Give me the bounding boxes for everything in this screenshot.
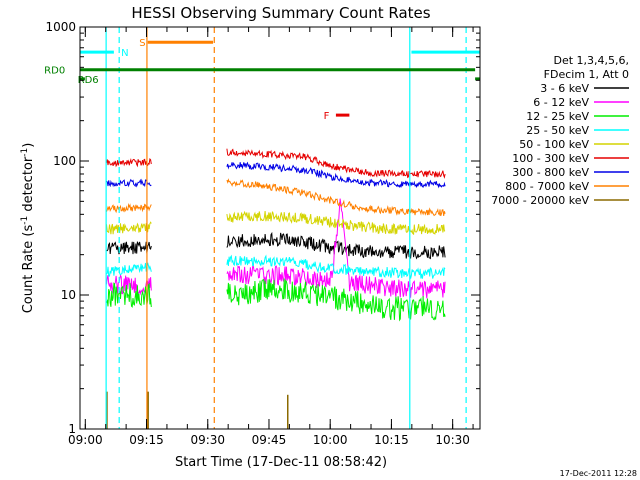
marker-layer (105, 27, 467, 429)
axis-layer: 1 10 100 1000 09:00 09:15 09:30 09:45 10:00 10:15… (45, 20, 480, 447)
series-3-6-kev (106, 231, 446, 260)
series-line-800-7000-kev-seg2 (226, 178, 446, 217)
series-12-25-kev (106, 278, 446, 322)
series-line-300-800-kev-seg2 (226, 161, 446, 189)
y-tick-label-10: 10 (61, 288, 76, 302)
flag-label-f: F (324, 111, 330, 122)
chart-title: HESSI Observing Summary Count Rates (131, 4, 430, 22)
x-tick-label-09-15: 09:15 (129, 433, 164, 447)
series-800-7000-kev (106, 178, 446, 217)
y-tick-label-100: 100 (53, 154, 76, 168)
legend-label-12-25-kev: 12 - 25 keV (526, 110, 589, 123)
legend-header-2: FDecim 1, Att 0 (544, 68, 629, 81)
legend-label-3-6-kev: 3 - 6 keV (540, 82, 589, 95)
x-tick-label-10-00: 10:00 (313, 433, 348, 447)
legend-label-7000-20000-kev: 7000 - 20000 keV (491, 194, 589, 207)
y-axis-label: Count Rate (s-1 detector-1) (20, 143, 36, 314)
series-25-50-kev (106, 254, 446, 279)
flag-label-s: S (139, 38, 145, 49)
series-line-100-300-kev-seg1 (106, 157, 152, 168)
legend-label-300-800-kev: 300 - 800 keV (512, 166, 589, 179)
series-line-800-7000-kev-seg1 (106, 202, 152, 214)
legend-label-100-300-kev: 100 - 300 keV (512, 152, 589, 165)
series-line-6-12-kev-seg2 (226, 198, 446, 299)
series-100-300-kev (106, 148, 446, 179)
series-300-800-kev (106, 161, 446, 189)
series-line-50-100-kev-seg2 (226, 210, 446, 236)
legend-label-25-50-kev: 25 - 50 keV (526, 124, 589, 137)
y-tick-label-1000: 1000 (45, 20, 76, 34)
series-line-100-300-kev-seg2 (226, 148, 446, 179)
y-tick-label-1: 1 (68, 422, 76, 436)
series-line-12-25-kev-seg2 (226, 278, 446, 322)
series-line-12-25-kev-seg1 (106, 282, 152, 308)
x-tick-label-09-45: 09:45 (252, 433, 287, 447)
series-7000-20000-kev (106, 391, 446, 429)
series-line-3-6-kev-seg1 (106, 241, 152, 255)
x-tick-label-10-15: 10:15 (374, 433, 409, 447)
x-tick-label-10-30: 10:30 (435, 433, 470, 447)
series-line-300-800-kev-seg1 (106, 178, 152, 188)
legend-label-50-100-kev: 50 - 100 keV (519, 138, 589, 151)
x-tick-label-09-30: 09:30 (190, 433, 225, 447)
legend-label-6-12-kev: 6 - 12 keV (533, 96, 589, 109)
series-6-12-kev (106, 198, 446, 299)
flag-label-rd0: RD0 (44, 66, 65, 77)
series-line-25-50-kev-seg2 (226, 254, 446, 279)
x-tick-label-09-00: 09:00 (68, 433, 103, 447)
series-50-100-kev (106, 210, 446, 236)
flag-label-rd6: RD6 (78, 75, 99, 86)
series-line-25-50-kev-seg1 (106, 262, 152, 277)
flag-layer: NS F RD0 RD6 (44, 38, 480, 122)
legend-header-1: Det 1,3,4,5,6, (553, 54, 629, 67)
legend-label-800-7000-kev: 800 - 7000 keV (505, 180, 589, 193)
x-axis-label: Start Time (17-Dec-11 08:58:42) (175, 455, 387, 470)
flag-label-n: N (121, 48, 128, 59)
plot-frame (79, 26, 481, 430)
legend: Det 1,3,4,5,6,FDecim 1, Att 03 - 6 keV6 … (491, 54, 629, 207)
data-layer (106, 148, 446, 429)
date-stamp: 17-Dec-2011 12:28 (560, 469, 637, 478)
series-line-50-100-kev-seg1 (106, 221, 152, 235)
